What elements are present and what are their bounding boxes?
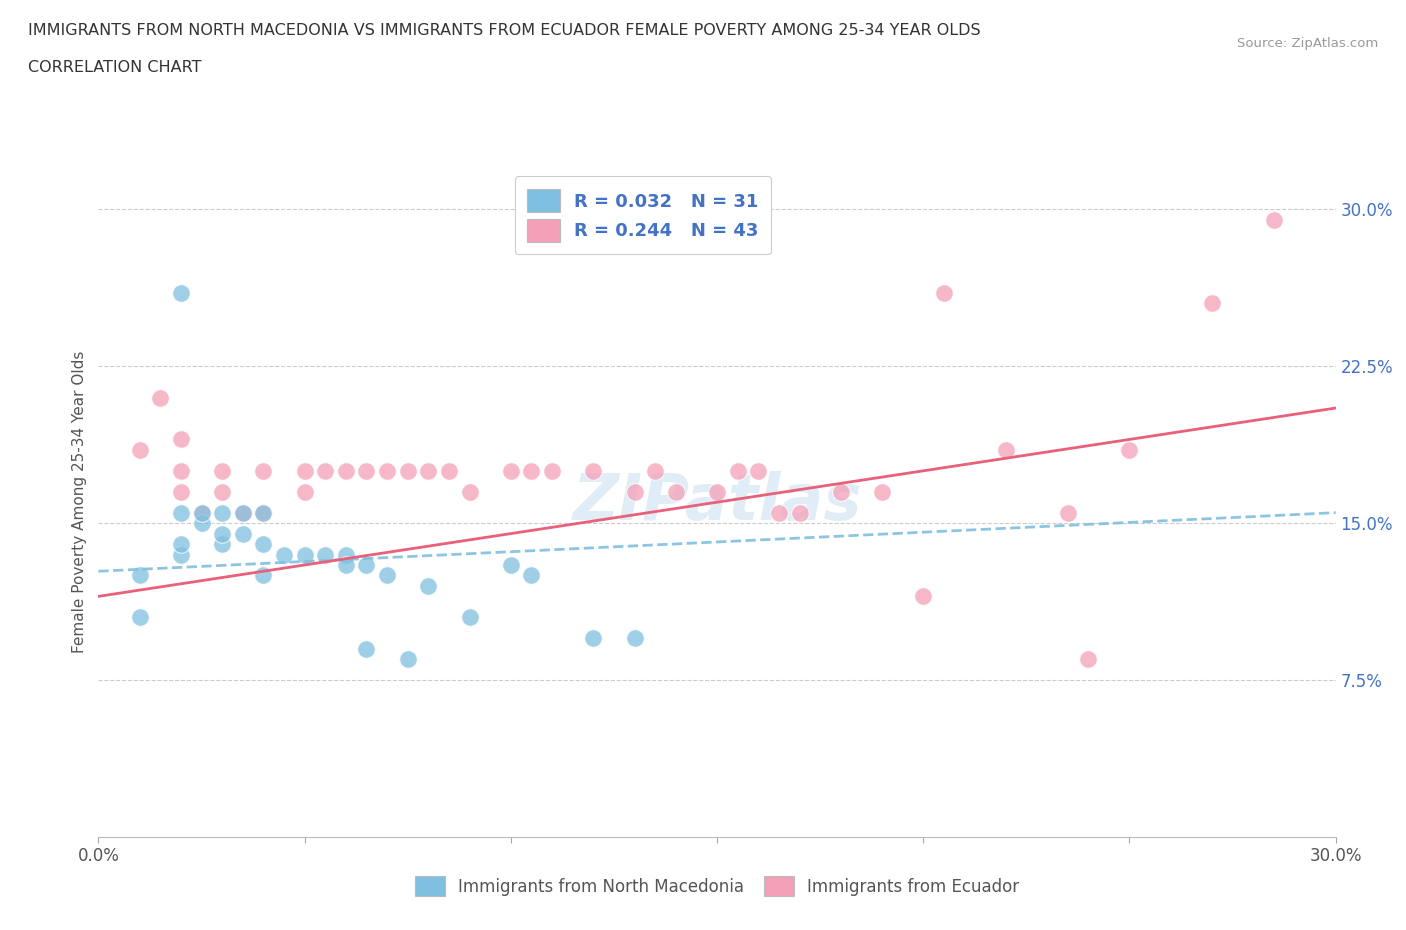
Point	[356, 463, 378, 478]
Point	[994, 443, 1017, 458]
Point	[1056, 505, 1078, 520]
Point	[665, 485, 688, 499]
Point	[128, 443, 150, 458]
Point	[458, 610, 481, 625]
Point	[211, 485, 233, 499]
Point	[582, 463, 605, 478]
Point	[1201, 296, 1223, 311]
Point	[335, 558, 357, 573]
Point	[768, 505, 790, 520]
Point	[375, 463, 398, 478]
Point	[458, 485, 481, 499]
Point	[252, 463, 274, 478]
Point	[356, 558, 378, 573]
Point	[418, 578, 440, 593]
Text: ZIPatlas: ZIPatlas	[572, 472, 862, 533]
Point	[170, 463, 193, 478]
Text: CORRELATION CHART: CORRELATION CHART	[28, 60, 201, 75]
Point	[582, 631, 605, 645]
Point	[932, 286, 955, 300]
Point	[170, 537, 193, 551]
Point	[252, 505, 274, 520]
Point	[170, 286, 193, 300]
Point	[252, 568, 274, 583]
Point	[149, 391, 172, 405]
Point	[706, 485, 728, 499]
Point	[190, 505, 212, 520]
Point	[1077, 652, 1099, 667]
Point	[190, 505, 212, 520]
Point	[1263, 212, 1285, 227]
Point	[170, 505, 193, 520]
Point	[314, 463, 336, 478]
Text: Source: ZipAtlas.com: Source: ZipAtlas.com	[1237, 37, 1378, 50]
Point	[211, 526, 233, 541]
Point	[294, 547, 316, 562]
Point	[232, 505, 254, 520]
Point	[520, 463, 543, 478]
Point	[314, 547, 336, 562]
Point	[170, 547, 193, 562]
Point	[294, 485, 316, 499]
Point	[211, 505, 233, 520]
Point	[232, 505, 254, 520]
Y-axis label: Female Poverty Among 25-34 Year Olds: Female Poverty Among 25-34 Year Olds	[72, 351, 87, 654]
Point	[252, 505, 274, 520]
Point	[789, 505, 811, 520]
Point	[232, 526, 254, 541]
Point	[375, 568, 398, 583]
Point	[1118, 443, 1140, 458]
Point	[335, 547, 357, 562]
Point	[294, 463, 316, 478]
Point	[644, 463, 666, 478]
Point	[128, 610, 150, 625]
Point	[190, 516, 212, 531]
Point	[623, 631, 645, 645]
Point	[211, 537, 233, 551]
Point	[170, 432, 193, 447]
Point	[396, 652, 419, 667]
Point	[541, 463, 564, 478]
Point	[437, 463, 460, 478]
Point	[830, 485, 852, 499]
Point	[520, 568, 543, 583]
Point	[252, 537, 274, 551]
Point	[499, 558, 522, 573]
Point	[623, 485, 645, 499]
Point	[499, 463, 522, 478]
Point	[128, 568, 150, 583]
Point	[211, 463, 233, 478]
Point	[273, 547, 295, 562]
Point	[912, 589, 935, 604]
Point	[418, 463, 440, 478]
Text: IMMIGRANTS FROM NORTH MACEDONIA VS IMMIGRANTS FROM ECUADOR FEMALE POVERTY AMONG : IMMIGRANTS FROM NORTH MACEDONIA VS IMMIG…	[28, 23, 981, 38]
Point	[170, 485, 193, 499]
Point	[727, 463, 749, 478]
Point	[335, 463, 357, 478]
Legend: Immigrants from North Macedonia, Immigrants from Ecuador: Immigrants from North Macedonia, Immigra…	[408, 870, 1026, 902]
Point	[396, 463, 419, 478]
Point	[747, 463, 769, 478]
Point	[870, 485, 893, 499]
Point	[356, 642, 378, 657]
